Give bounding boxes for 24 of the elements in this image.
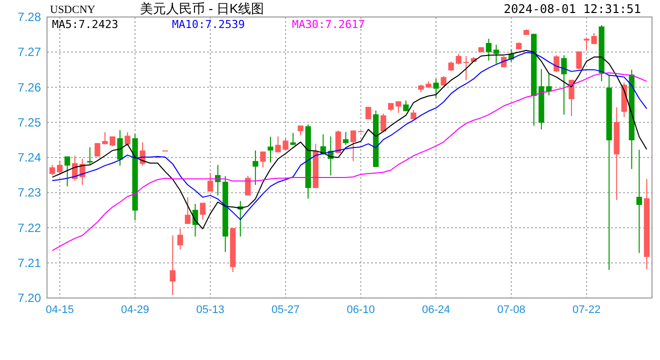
y-tick-label: 7.22: [18, 220, 42, 235]
x-tick-label: 06-10: [346, 304, 375, 316]
chart-title: 美元人民币 - 日K线图: [140, 1, 264, 16]
y-tick-label: 7.25: [18, 115, 42, 130]
x-tick-label: 06-24: [422, 304, 450, 316]
text: MA30:7.2617: [292, 18, 365, 31]
line-series: [52, 72, 648, 252]
x-tick-label: 05-13: [196, 304, 224, 316]
y-tick-label: 7.21: [18, 256, 42, 270]
y-tick-label: 7.20: [18, 291, 42, 305]
text: MA10:7.2539: [172, 18, 245, 31]
x-tick-label: 05-27: [271, 304, 300, 316]
text: 2024-08-01 12:31:51: [504, 2, 641, 16]
x-tick-label: 07-22: [572, 304, 601, 316]
chart-subtitle: USDCNY: [50, 4, 96, 16]
y-tick-label: 7.28: [18, 10, 42, 24]
y-tick-label: 7.23: [18, 186, 42, 200]
x-tick-label: 04-29: [120, 304, 150, 316]
x-tick-label: 07-08: [497, 304, 526, 316]
y-tick-label: 7.26: [18, 80, 42, 94]
x-tick-label: 04-15: [46, 304, 74, 316]
y-tick-label: 7.24: [18, 150, 42, 164]
text: MA5:7.2423: [52, 18, 118, 31]
y-tick-label: 7.27: [18, 45, 42, 60]
